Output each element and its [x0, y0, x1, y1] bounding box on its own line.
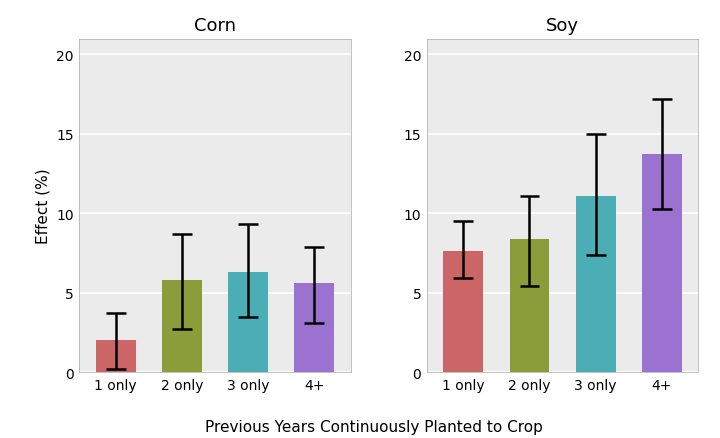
Y-axis label: Effect (%): Effect (%) — [35, 168, 50, 244]
Bar — [576, 196, 616, 372]
Bar — [162, 280, 202, 372]
Title: Soy: Soy — [546, 17, 579, 35]
Bar — [96, 341, 135, 372]
Title: Corn: Corn — [194, 17, 236, 35]
Bar — [642, 155, 682, 372]
Bar — [510, 239, 549, 372]
Bar — [294, 283, 334, 372]
Text: Previous Years Continuously Planted to Crop: Previous Years Continuously Planted to C… — [205, 419, 544, 434]
Bar — [228, 272, 268, 372]
Bar — [444, 252, 483, 372]
